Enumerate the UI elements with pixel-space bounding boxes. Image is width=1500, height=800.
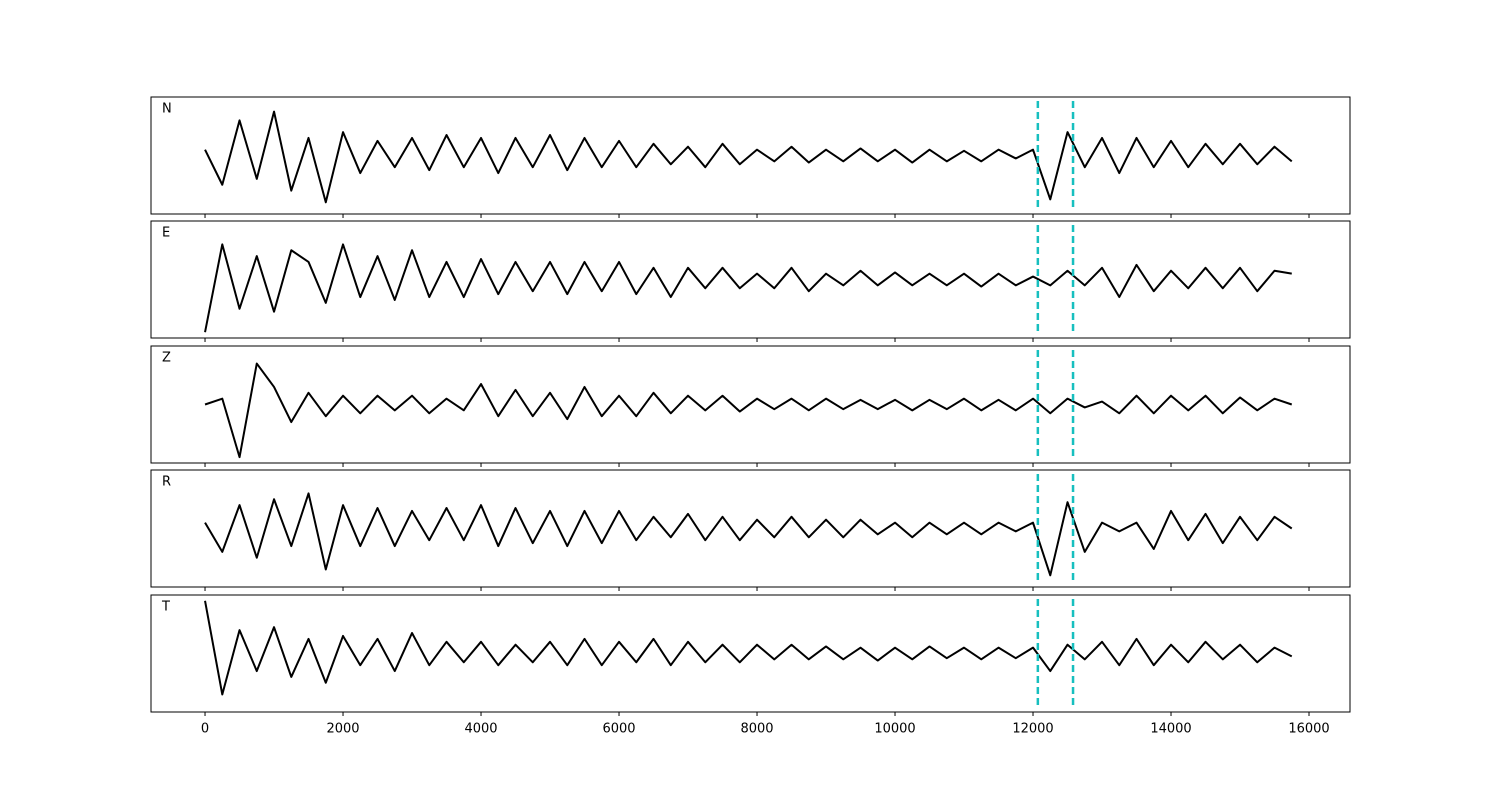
panel-label: E [162, 226, 170, 241]
panel-label: R [162, 475, 171, 490]
x-tick-label: 0 [201, 722, 209, 737]
panel-label: T [161, 600, 170, 615]
panel-frame [150, 220, 1351, 339]
x-tick-label: 10000 [874, 722, 915, 737]
waveform [204, 110, 1293, 204]
waveform [204, 492, 1293, 577]
waveform [204, 243, 1292, 333]
panel-frame [150, 594, 1351, 713]
x-tick-label: 6000 [602, 722, 635, 737]
x-tick-label: 12000 [1012, 722, 1053, 737]
panel-frame [150, 96, 1351, 215]
x-tick-label: 14000 [1150, 722, 1191, 737]
panel-label: Z [162, 351, 171, 366]
panel-frame [150, 469, 1351, 588]
panel-frame [150, 345, 1351, 464]
waveform [204, 600, 1293, 696]
x-tick-label: 8000 [740, 722, 773, 737]
x-tick-label: 16000 [1288, 722, 1329, 737]
x-tick-label: 4000 [464, 722, 497, 737]
x-tick-label: 2000 [326, 722, 359, 737]
waveform [204, 362, 1293, 459]
panel-label: N [162, 102, 172, 117]
